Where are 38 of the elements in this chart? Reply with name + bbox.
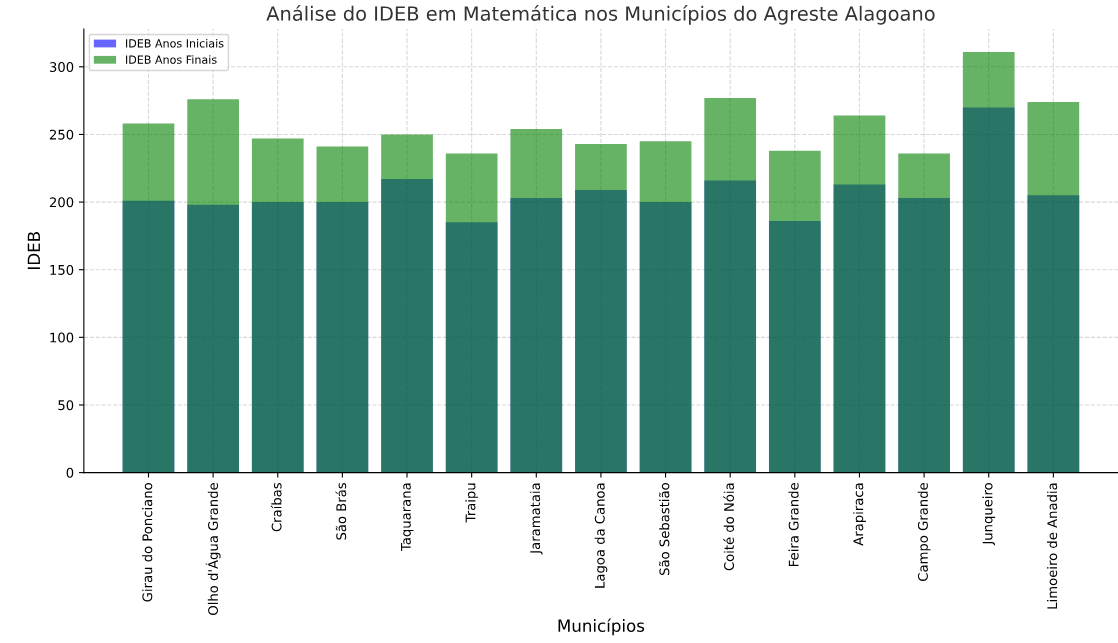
x-tick-label: Craíbas	[270, 482, 282, 532]
bar	[833, 115, 886, 473]
y-tick-label: 50	[58, 400, 74, 411]
x-tick-label: Girau do Ponciano	[142, 483, 153, 602]
x-tick-label: São Sebastião	[658, 483, 670, 576]
x-tick-label: Traipu	[465, 483, 479, 523]
x-tick-label: São Brás	[335, 482, 347, 540]
x-tick-label: Lagoa da Canoa	[594, 483, 608, 588]
bar	[187, 99, 239, 473]
y-tick-label: 250	[49, 129, 74, 140]
bar	[1027, 101, 1080, 473]
x-tick-label: Junqueiro	[982, 483, 996, 546]
y-tick-label: 0	[66, 467, 74, 478]
bar	[316, 146, 369, 473]
x-tick-label: Arapiraca	[853, 483, 866, 546]
bar	[704, 97, 757, 473]
x-tick-label: Taquarana	[401, 483, 414, 552]
legend-label: IDEB Anos Finais	[126, 55, 217, 64]
x-tick-label: Limoeiro de Anadia	[1046, 483, 1058, 609]
bar	[122, 123, 175, 473]
bar	[768, 150, 821, 473]
y-tick-label: 300	[49, 62, 74, 73]
bar	[510, 129, 563, 473]
x-axis-title: Municípios	[558, 618, 645, 636]
bar	[639, 141, 692, 473]
y-tick-label: 150	[50, 264, 74, 275]
x-tick-label: Olho d'Água Grande	[205, 483, 221, 615]
y-tick-label: 200	[49, 197, 74, 208]
legend-label: IDEB Anos Iniciais	[126, 38, 224, 48]
bar	[445, 153, 498, 473]
x-tick-label: Coité do Nóia	[723, 483, 735, 571]
x-tick-label: Jaramataia	[529, 483, 543, 555]
y-tick-label: 100	[50, 332, 74, 343]
chart-title: Análise do IDEB em Matemática nos Municípios do Agreste Alagoano	[266, 5, 935, 25]
bar	[251, 138, 304, 473]
y-axis-title: IDEB	[27, 232, 40, 269]
x-tick-label: Campo Grande	[917, 483, 931, 581]
x-tick-label: Feira Grande	[788, 483, 799, 566]
